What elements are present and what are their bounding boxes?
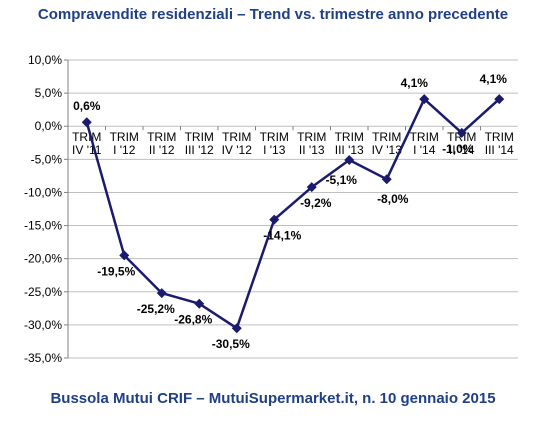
- data-label: 4,1%: [480, 72, 508, 86]
- x-category-label: TRIM: [372, 130, 401, 144]
- x-category-label: II '12: [149, 143, 175, 157]
- x-category-label: TRIM: [335, 130, 364, 144]
- x-category-label: TRIM: [110, 130, 139, 144]
- y-tick-label: -30,0%: [24, 318, 62, 332]
- x-category-label: TRIM: [260, 130, 289, 144]
- y-tick-label: -35,0%: [24, 351, 62, 365]
- data-point-marker: [81, 117, 92, 128]
- data-point-marker: [344, 154, 355, 165]
- source-footer: Bussola Mutui CRIF – MutuiSupermarket.it…: [50, 390, 496, 407]
- x-category-label: TRIM: [72, 130, 101, 144]
- data-point-marker: [194, 298, 205, 309]
- data-label: -5,1%: [326, 173, 358, 187]
- data-label: -19,5%: [97, 264, 135, 278]
- data-point-marker: [494, 94, 505, 105]
- x-category-label: IV '11: [72, 143, 102, 157]
- data-label: -1,0%: [442, 142, 474, 156]
- y-tick-label: 10,0%: [28, 53, 62, 67]
- x-category-label: TRIM: [222, 130, 251, 144]
- y-tick-label: -20,0%: [24, 252, 62, 266]
- y-tick-label: -25,0%: [24, 285, 62, 299]
- data-label: -9,2%: [300, 196, 332, 210]
- data-point-marker: [156, 288, 167, 299]
- data-label: -14,1%: [263, 229, 301, 243]
- data-point-marker: [269, 214, 280, 225]
- x-category-label: I '13: [263, 143, 286, 157]
- data-label: -8,0%: [377, 192, 409, 206]
- x-category-label: I '12: [113, 143, 136, 157]
- x-category-label: IV '13: [372, 143, 403, 157]
- y-tick-label: -5,0%: [31, 152, 63, 166]
- y-tick-label: 5,0%: [35, 86, 63, 100]
- data-point-marker: [119, 250, 130, 261]
- x-category-label: II '14: [449, 143, 475, 157]
- x-category-label: TRIM: [147, 130, 176, 144]
- data-point-marker: [381, 174, 392, 185]
- y-tick-label: -15,0%: [24, 219, 62, 233]
- x-category-label: TRIM: [485, 130, 514, 144]
- data-point-marker: [419, 94, 430, 105]
- data-label: 0,6%: [73, 99, 101, 113]
- y-tick-label: -10,0%: [24, 185, 62, 199]
- chart-title: Compravendite residenziali – Trend vs. t…: [37, 6, 509, 23]
- data-label: 4,1%: [401, 76, 429, 90]
- data-point-marker: [456, 127, 467, 138]
- x-category-label: IV '12: [222, 143, 253, 157]
- x-category-label: TRIM: [410, 130, 439, 144]
- x-category-label: II '13: [299, 143, 325, 157]
- y-tick-label: 0,0%: [35, 119, 63, 133]
- data-point-marker: [231, 323, 242, 334]
- x-category-label: I '14: [413, 143, 436, 157]
- data-label: -30,5%: [212, 337, 250, 351]
- series-line: [85, 97, 501, 330]
- x-category-label: III '12: [185, 143, 214, 157]
- data-label: -26,8%: [174, 313, 212, 327]
- x-category-label: TRIM: [297, 130, 326, 144]
- x-category-label: III '13: [335, 143, 364, 157]
- x-category-label: TRIM: [185, 130, 214, 144]
- data-label: -25,2%: [137, 302, 175, 316]
- x-category-label: III '14: [485, 143, 514, 157]
- data-point-marker: [306, 182, 317, 193]
